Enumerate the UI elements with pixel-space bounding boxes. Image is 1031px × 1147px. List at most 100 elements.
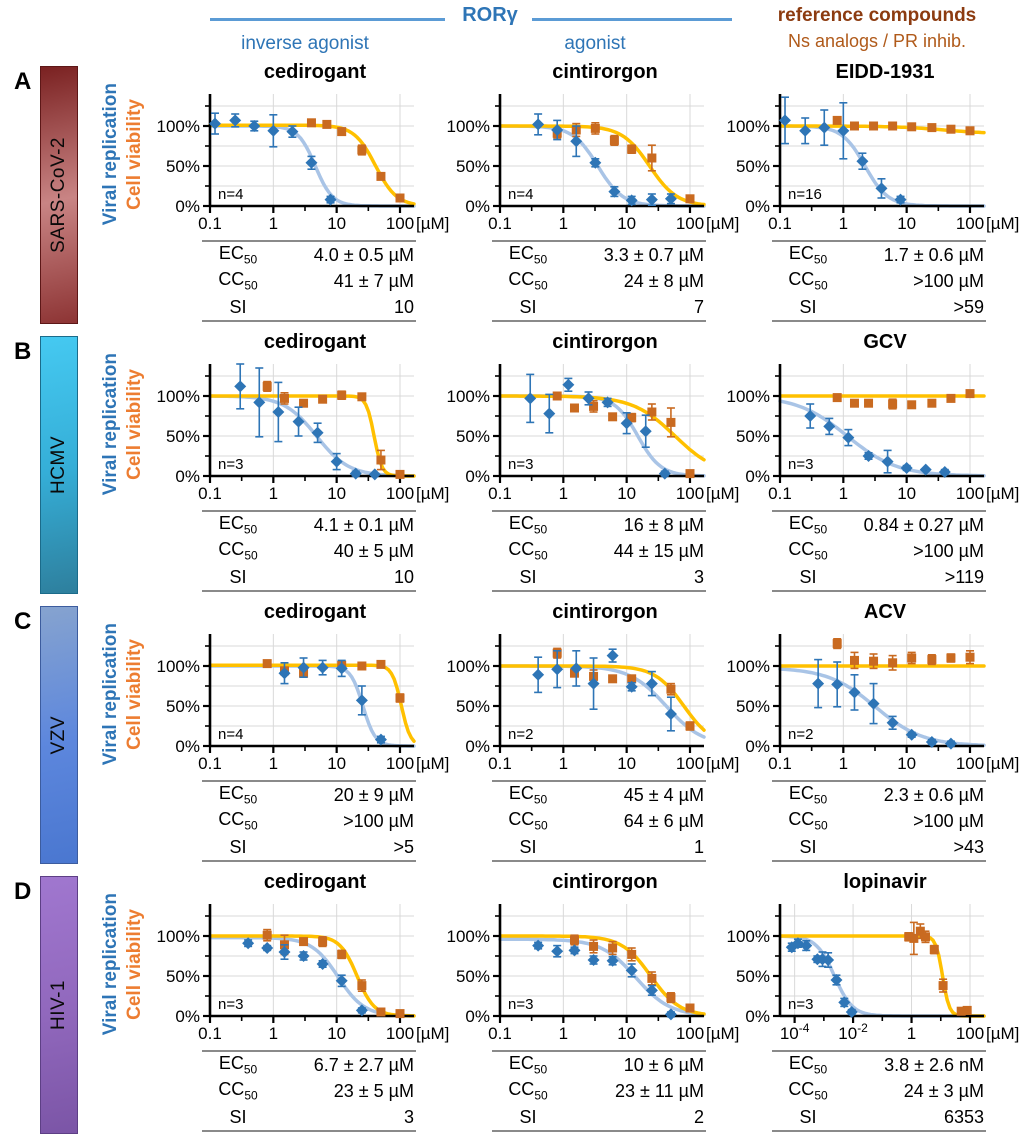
svg-text:0%: 0% [745,1007,770,1026]
svg-text:1: 1 [559,214,568,233]
data-point [666,417,676,427]
cc50-value: 64 ± 6 µM [623,810,704,831]
cell-viability-axis-label: Cell viability [124,368,145,480]
svg-text:0%: 0% [175,197,200,216]
ec50-value: 4.1 ± 0.1 µM [313,514,414,535]
si-row: SI 1 [492,834,706,860]
cell-viability-axis-label: Cell viability [124,908,145,1020]
data-point [946,653,956,663]
data-point [551,945,564,958]
svg-text:50%: 50% [736,697,770,716]
data-point [862,450,875,462]
ec50-row: EC50 20 ± 9 µM [202,782,416,808]
ec50-value: 0.84 ± 0.27 µM [863,514,984,535]
dose-response-chart: 0% 50% 100% 0.1 1 10 100 [µM] n=3 [727,364,1019,503]
axes: 0% 50% 100% 0.1 1 10 100 [µM] [157,634,449,773]
data-point [335,974,348,987]
data-point [299,398,309,408]
data-point [570,662,583,675]
data-point [318,394,328,404]
si-value: 7 [693,296,704,317]
svg-text:10-2: 10-2 [838,1021,868,1043]
data-point [570,135,583,148]
data-point [587,954,600,966]
axes: 0% 50% 100% 0.1 1 10 100 [µM] [447,364,739,503]
cc50-row: CC50 23 ± 11 µM [492,1078,706,1104]
viral-replication-series [532,939,677,1021]
n-replicates-label: n=4 [218,726,243,743]
agonist-label: agonist [564,33,626,54]
viral-replication-series [785,937,858,1018]
svg-text:1: 1 [839,214,848,233]
svg-text:0%: 0% [465,1007,490,1026]
data-point [311,426,324,439]
data-point [647,973,657,983]
data-point [685,194,695,204]
data-point [395,1009,405,1019]
si-value: 6353 [943,1106,984,1127]
data-point [888,121,898,131]
svg-text:50%: 50% [456,157,490,176]
y-axis-labels: Viral replication Cell viability [99,75,147,233]
cc50-value: >100 µM [913,810,984,831]
panel-letter: D [14,878,32,905]
data-point [832,639,842,649]
panel-row-D: D HIV-1 Viral replication Cell viability… [0,870,1031,1140]
cc50-row: CC50 44 ± 15 µM [492,538,706,564]
y-axis-labels: Viral replication Cell viability [99,345,147,503]
data-point [625,680,638,693]
data-point [357,145,367,155]
stats-table: EC50 4.1 ± 0.1 µM CC50 40 ± 5 µM SI 10 [202,510,416,592]
si-row: SI >59 [772,294,986,320]
ec50-label: EC50 [218,1053,258,1077]
ec50-label: EC50 [508,513,548,537]
svg-text:1: 1 [269,214,278,233]
data-point [881,455,894,468]
si-row: SI >5 [202,834,416,860]
n-replicates-label: n=3 [508,456,533,473]
svg-text:0%: 0% [175,737,200,756]
ec50-row: EC50 2.3 ± 0.6 µM [772,782,986,808]
cc50-label: CC50 [788,809,828,833]
svg-text:10: 10 [897,484,916,503]
data-point [838,996,851,1009]
cell-viability-series [832,638,975,671]
cc50-row: CC50 64 ± 6 µM [492,808,706,834]
svg-text:10: 10 [327,484,346,503]
svg-text:50%: 50% [456,967,490,986]
data-point [946,124,956,134]
data-point [278,667,291,680]
svg-text:0.1: 0.1 [198,754,222,773]
data-point [919,463,932,476]
data-point [589,156,602,169]
si-label: SI [519,296,537,317]
svg-text:1: 1 [269,484,278,503]
data-point [812,677,825,690]
data-point [606,649,619,662]
svg-text:100: 100 [386,754,414,773]
dose-response-chart: 0% 50% 100% 0.1 1 10 100 [µM] n=16 [727,94,1019,233]
data-point [664,192,677,205]
cc50-value: 40 ± 5 µM [333,540,414,561]
svg-text:1: 1 [839,484,848,503]
panel-letter: C [14,608,32,635]
panel-letter: B [14,338,32,365]
ec50-row: EC50 16 ± 8 µM [492,512,706,538]
data-point [867,697,880,710]
panel-letter: A [14,68,32,95]
compound-title: cintirorgon [552,331,658,353]
data-point [832,393,842,403]
data-point [666,993,676,1003]
ec50-value: 2.3 ± 0.6 µM [883,784,984,805]
cc50-label: CC50 [788,269,828,293]
si-label: SI [799,836,817,857]
svg-text:100%: 100% [157,927,200,946]
svg-text:100%: 100% [157,657,200,676]
ec50-row: EC50 3.3 ± 0.7 µM [492,242,706,268]
data-point [297,950,310,962]
data-point [562,378,575,391]
chart-B-cintirorgon: cintirorgon 0% 50% 100% 0.1 1 10 100 [µM] n=3 EC50… [447,330,742,592]
gridlines [500,904,704,1016]
virus-bar: SARS-CoV-2 [40,66,78,324]
svg-text:[µM]: [µM] [986,214,1019,233]
